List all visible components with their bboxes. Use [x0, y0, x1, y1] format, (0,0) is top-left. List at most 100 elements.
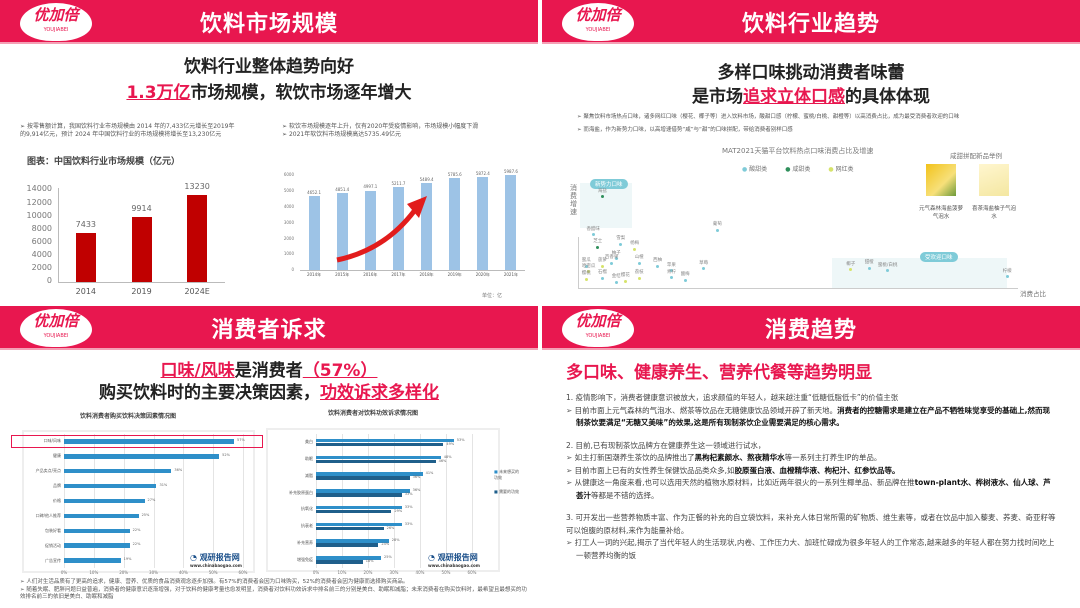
- example-caption: 元气森林海盐菠萝气泡水: [918, 206, 963, 220]
- bar: [64, 543, 130, 548]
- slide-header: 优加倍 YOUJIABEI 饮料市场规模: [0, 0, 538, 44]
- x-tick-label: 0%: [60, 570, 68, 575]
- data-point: [614, 280, 618, 284]
- data-label: 28%: [391, 538, 400, 543]
- data-point: [715, 228, 719, 232]
- legend-label: 未来想买的功效: [494, 469, 520, 480]
- bullet: 从健康这一角度来看,也可以选用天然的植物水原材料，比如近两年很火的一系列生椰单品…: [566, 477, 1056, 502]
- x-tick-label: 20%: [363, 570, 373, 575]
- bar: [316, 442, 444, 447]
- bar: [64, 483, 157, 489]
- data-label: 7433: [75, 220, 96, 230]
- headline-rest: 市场规模，软饮市场逐年增大: [190, 83, 412, 103]
- text: 如主打新国潮养生茶饮的品牌推出了: [574, 453, 695, 462]
- bullet: 目前市面上已有的女性养生保健饮品品类众多,如胶原蛋白液、血橙精华液、枸杞汁、红参…: [566, 465, 1056, 478]
- x-axis: [578, 288, 1018, 289]
- data-label: 53%: [456, 437, 465, 442]
- x-tick-label: 2024E: [184, 286, 210, 296]
- point-label: 蜜桃/白桃: [877, 262, 898, 268]
- data-label: 5872.4: [475, 170, 490, 176]
- bold-text: 胶原蛋白液、血橙精华液、枸杞汁、红参饮品等。: [734, 465, 900, 475]
- point-label: 哈密瓜: [581, 263, 596, 269]
- data-label: 33%: [404, 492, 413, 497]
- legend-item: ■ 未来想买的功效: [494, 469, 522, 481]
- x-tick-label: 2016年: [363, 272, 378, 278]
- efficacy-chart-frame: [266, 428, 500, 572]
- bar: [449, 178, 461, 270]
- decision-chart-frame: [22, 430, 255, 573]
- bar: [316, 505, 402, 510]
- bar: [64, 513, 139, 519]
- bar: [64, 439, 235, 444]
- gridline: [213, 434, 215, 568]
- bar: [64, 558, 121, 563]
- point-label: 芝士: [593, 239, 603, 245]
- data-label: 41%: [425, 471, 434, 476]
- x-tick-label: 50%: [208, 570, 218, 575]
- chart-title: 饮料消费者购买饮料决策因素情况图: [80, 413, 177, 420]
- example-caption: 喜茶海盐柚子气泡水: [971, 206, 1016, 220]
- y-tick-label: 6000: [283, 172, 294, 178]
- text: 目前市面上已有的女性养生保健饮品品类众多,如: [574, 465, 735, 475]
- logo-text: 优加倍: [33, 312, 79, 330]
- bar: [316, 556, 381, 560]
- x-axis: [58, 282, 225, 283]
- bar: [316, 522, 402, 527]
- market-size-bar-chart: 0 2000 4000 6000 8000 10000 12000 14000 7433 2014…: [0, 0, 538, 302]
- data-point: [637, 276, 641, 280]
- y-tick-label: 14000: [26, 184, 52, 194]
- data-point: [886, 269, 890, 273]
- data-label: 5785.6: [447, 171, 462, 177]
- data-point: [600, 276, 604, 280]
- category-label: 抗氧化: [301, 506, 313, 512]
- point-label: 樱花: [620, 273, 630, 279]
- y-tick-label: 8000: [31, 223, 52, 233]
- chart-title: 饮料消费者对饮料功效诉求情况图: [328, 410, 419, 417]
- category-label: 增强免疫: [297, 556, 313, 562]
- legend-label: 需要的功效: [499, 489, 520, 494]
- bar: [316, 526, 384, 531]
- gridline: [472, 434, 473, 568]
- data-label: 36%: [174, 467, 183, 472]
- example-title: 咸甜拼配新品举例: [950, 152, 1002, 160]
- y-tick-label: 5000: [283, 188, 294, 194]
- x-tick-label: 2019年: [447, 272, 462, 278]
- logo-text: 优加倍: [575, 6, 621, 24]
- data-label: 25%: [384, 555, 392, 560]
- gridline: [394, 434, 395, 568]
- data-label: 46%: [438, 458, 447, 463]
- gridline: [342, 434, 343, 568]
- product-image-pineapple: [926, 164, 956, 196]
- text: 从健康这一角度来看,也可以选用天然的植物水原材料，比如近两年很火的一系列生椰单品…: [574, 478, 915, 487]
- x-tick-label: 2017年: [391, 272, 406, 278]
- x-tick-label: 2014年: [306, 272, 322, 278]
- legend-item: ■ 需要的功效: [494, 489, 522, 495]
- watermark-text: 观研报告网: [199, 553, 240, 562]
- x-tick-label: 30%: [389, 570, 399, 575]
- gridline: [243, 434, 244, 568]
- bar: [316, 489, 410, 493]
- brand-logo: 优加倍 YOUJIABEI: [20, 309, 92, 347]
- bar: [336, 193, 348, 270]
- point-label: 香醋味: [586, 226, 600, 232]
- data-label: 31%: [159, 482, 168, 487]
- bar: [64, 498, 145, 504]
- bar: [316, 560, 363, 564]
- headline-text: 的具体体现: [845, 87, 930, 107]
- y-tick-label: 0: [291, 267, 294, 273]
- bar: [64, 528, 130, 534]
- y-tick-label: 3000: [283, 219, 294, 225]
- watermark-url: www.chinabaogao.com: [190, 563, 242, 568]
- slide-market-size: 优加倍 YOUJIABEI 饮料市场规模 饮料行业整体趋势向好 1.3万亿市场规模…: [0, 0, 538, 302]
- data-label: 52%: [222, 453, 230, 458]
- data-point: [584, 264, 588, 268]
- slide-title: 饮料市场规模: [199, 12, 338, 37]
- x-tick-label: 40%: [178, 570, 188, 575]
- logo-subtext: YOUJIABEI: [43, 333, 69, 339]
- x-tick-label: 2015年: [335, 272, 350, 278]
- data-point: [619, 242, 623, 246]
- category-label: 美白: [305, 439, 313, 445]
- slide-consumer-demand: 优加倍 YOUJIABEI 消费者诉求 口味/风味是消费者（57%） 购买饮料时的…: [0, 306, 538, 608]
- chart-caption: 图表：中国饮料行业市场规模（亿元）: [27, 157, 181, 167]
- data-label: 49%: [446, 441, 455, 446]
